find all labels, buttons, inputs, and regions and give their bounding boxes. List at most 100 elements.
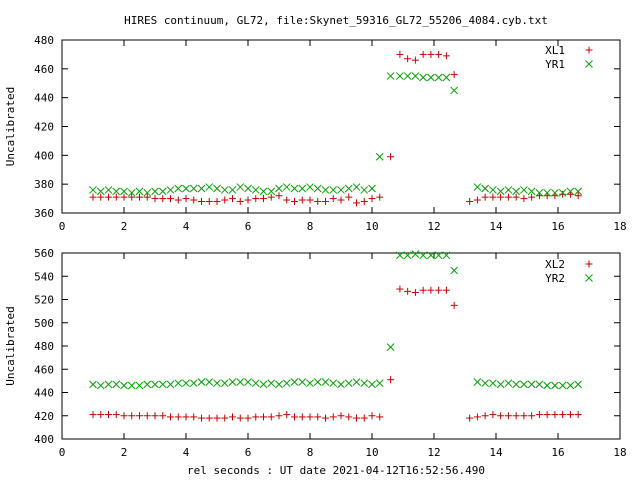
data-point xyxy=(559,190,567,198)
y-tick-label: 460 xyxy=(34,363,54,376)
data-point xyxy=(120,193,128,201)
data-point xyxy=(151,380,159,389)
data-point xyxy=(244,196,252,204)
data-point xyxy=(159,195,167,203)
data-point xyxy=(236,197,244,205)
data-point xyxy=(136,193,143,201)
data-point xyxy=(489,193,497,201)
data-point xyxy=(104,380,113,389)
data-point xyxy=(213,414,221,422)
y-tick-label: 500 xyxy=(34,317,54,330)
data-point xyxy=(337,380,345,389)
data-point xyxy=(466,197,474,205)
data-point xyxy=(267,413,275,421)
data-point xyxy=(512,412,520,420)
data-point xyxy=(120,412,128,420)
data-point xyxy=(574,192,582,200)
data-point xyxy=(419,50,427,58)
data-point xyxy=(551,411,559,419)
data-point xyxy=(151,195,159,203)
data-point xyxy=(136,412,143,420)
bottom-panel: 0 2 4 6 8 10 12 14 16 18 400 420 440 460 480 500 520 540 5… xyxy=(4,247,627,459)
data-point xyxy=(97,193,105,201)
data-point xyxy=(434,251,443,260)
data-point xyxy=(481,193,489,201)
series-YR1 xyxy=(89,72,583,197)
y-tick-label: 460 xyxy=(34,63,54,76)
data-point xyxy=(221,196,229,204)
data-point xyxy=(306,379,314,388)
y-tick-label: 560 xyxy=(34,247,54,260)
data-point xyxy=(96,381,105,390)
data-point xyxy=(314,197,322,205)
data-point xyxy=(481,184,490,193)
data-point xyxy=(442,251,451,260)
x-tick-label: 2 xyxy=(121,446,128,459)
data-point xyxy=(496,187,505,196)
x-tick-label: 10 xyxy=(365,220,378,233)
data-point xyxy=(244,184,252,193)
data-point xyxy=(322,197,329,205)
data-point xyxy=(158,187,167,196)
series-XL1 xyxy=(89,50,582,207)
data-point xyxy=(396,251,404,260)
y-tick-label: 540 xyxy=(34,270,54,283)
data-point xyxy=(368,412,376,420)
data-point xyxy=(112,193,120,201)
data-point xyxy=(551,188,559,197)
data-point xyxy=(112,411,120,419)
data-point xyxy=(329,195,337,203)
plot-frame xyxy=(61,39,621,214)
legend-label: YR1 xyxy=(545,58,565,71)
data-point xyxy=(127,381,136,390)
data-point xyxy=(120,381,128,390)
data-point xyxy=(167,195,174,203)
y-tick-label: 480 xyxy=(34,34,54,47)
data-point xyxy=(496,380,505,389)
data-point xyxy=(543,188,552,197)
data-point xyxy=(97,411,105,419)
data-point xyxy=(442,52,450,60)
data-point xyxy=(112,380,121,389)
data-point xyxy=(434,73,443,82)
data-point xyxy=(298,196,306,204)
data-point xyxy=(527,380,536,389)
data-point xyxy=(535,411,543,419)
data-point xyxy=(189,184,198,193)
data-point xyxy=(368,195,376,203)
data-point xyxy=(143,193,151,201)
data-point xyxy=(360,379,369,388)
data-point xyxy=(251,186,260,194)
data-point xyxy=(504,193,512,201)
data-point xyxy=(275,192,283,200)
data-point xyxy=(403,72,412,80)
data-point xyxy=(419,251,428,260)
data-point xyxy=(345,413,353,421)
data-point xyxy=(313,184,322,193)
data-point xyxy=(275,184,283,193)
data-point xyxy=(127,188,136,197)
data-point xyxy=(197,378,206,386)
data-point xyxy=(128,412,136,420)
data-point xyxy=(337,196,345,204)
data-point xyxy=(104,186,113,194)
data-point xyxy=(450,266,459,275)
data-point xyxy=(520,186,528,194)
data-point xyxy=(259,187,268,196)
y-tick-label: 400 xyxy=(34,433,54,446)
data-point xyxy=(404,287,412,295)
data-point xyxy=(419,286,427,294)
data-point xyxy=(360,197,368,205)
data-point xyxy=(321,186,330,194)
data-point xyxy=(427,286,435,294)
data-point xyxy=(396,72,404,80)
data-point xyxy=(558,381,567,390)
data-point xyxy=(376,413,384,421)
data-point xyxy=(205,414,213,422)
data-point xyxy=(329,186,338,194)
data-point xyxy=(190,196,198,204)
data-point xyxy=(520,195,528,203)
x-tick-label: 6 xyxy=(245,220,252,233)
data-point xyxy=(353,199,360,207)
data-point xyxy=(528,412,536,420)
